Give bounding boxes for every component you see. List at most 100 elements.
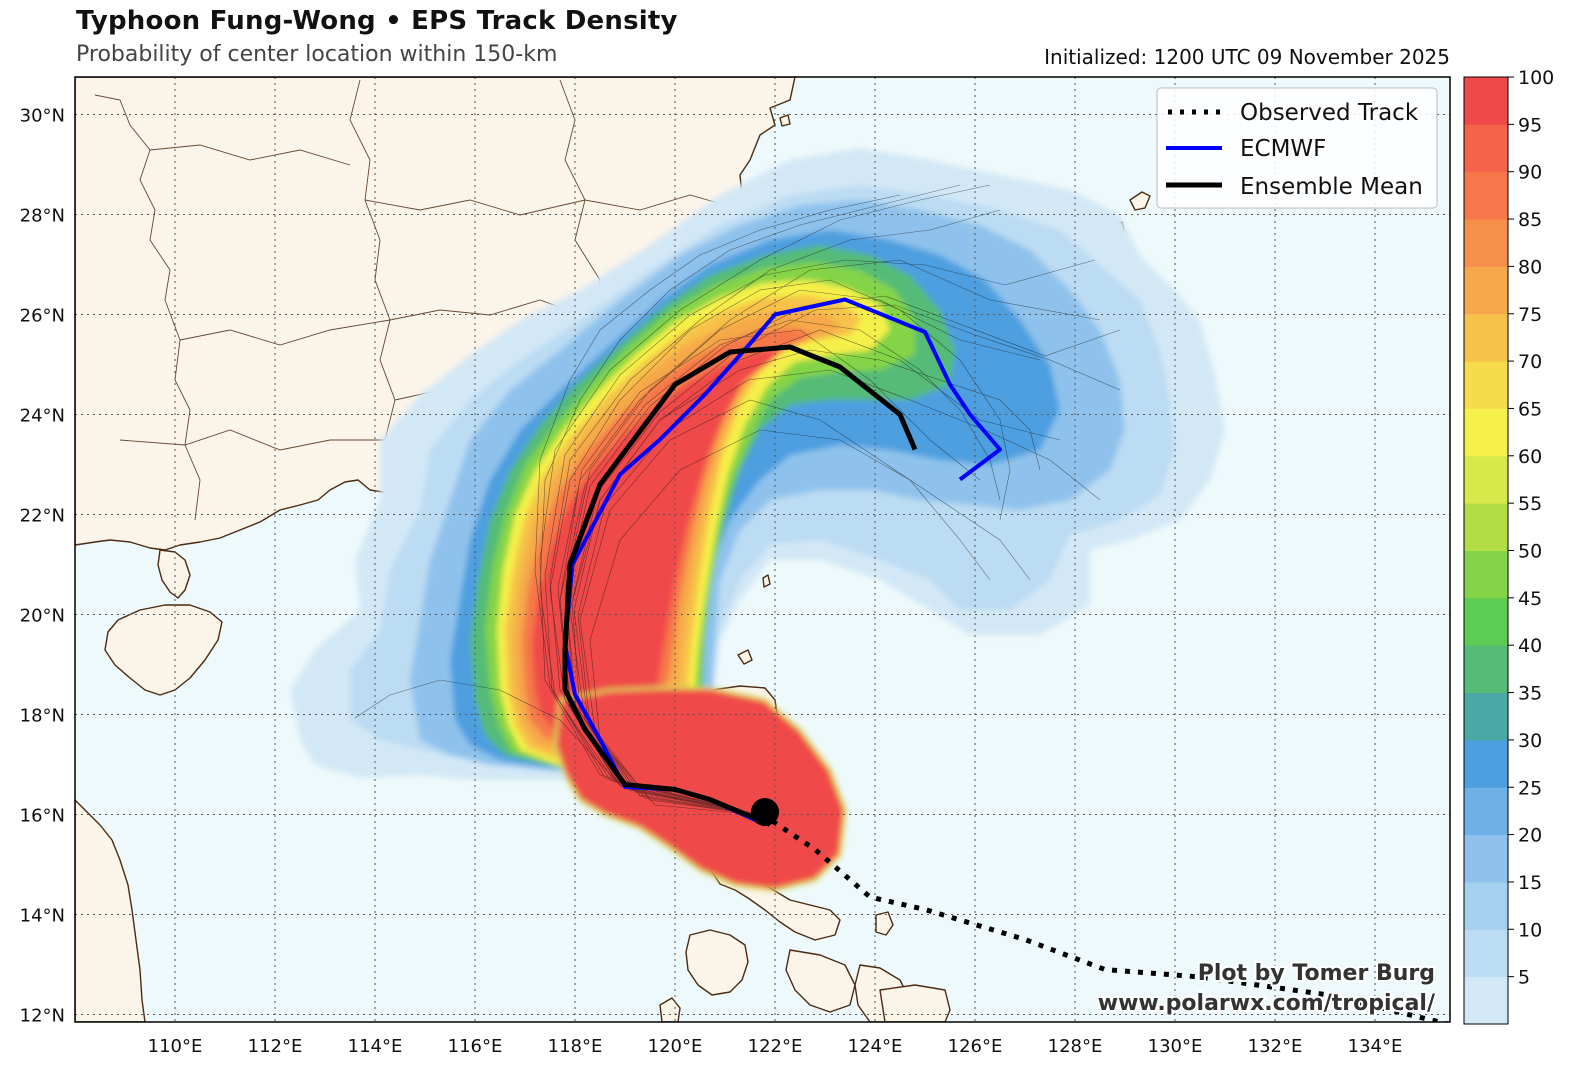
palawan-tip: [659, 997, 681, 1022]
colorbar-segment: [1464, 503, 1508, 551]
colorbar-tick-label: 50: [1518, 541, 1542, 563]
observed-track-line: [768, 817, 1450, 1022]
colorbar-tick-label: 40: [1518, 635, 1542, 657]
longitude-tick-label: 122°E: [748, 1036, 803, 1057]
colorbar-tick-label: 85: [1518, 209, 1542, 231]
longitude-tick-label: 128°E: [1048, 1036, 1103, 1057]
hainan-island: [104, 604, 223, 696]
latitude-tick-label: 28°N: [20, 206, 65, 227]
legend-box: [1156, 87, 1438, 209]
chart-title: Typhoon Fung-Wong • EPS Track Density: [76, 6, 678, 36]
colorbar-tick-label: 15: [1518, 872, 1542, 894]
credit-url: www.polarwx.com/tropical/: [1098, 991, 1436, 1016]
colorbar-tick-label: 30: [1518, 730, 1542, 752]
colorbar-segment: [1464, 408, 1508, 457]
longitude-labels: 110°E 112°E 114°E 116°E 118°E 120°E 122°E 124°E…: [148, 1036, 1403, 1057]
colorbar-segment: [1464, 550, 1508, 599]
longitude-tick-label: 110°E: [148, 1036, 203, 1057]
latitude-tick-label: 24°N: [20, 406, 65, 427]
colorbar-tick-label: 65: [1518, 398, 1542, 420]
longitude-tick-label: 116°E: [448, 1036, 503, 1057]
babuyan-island: [737, 649, 753, 665]
credit-text: Plot by Tomer Burg www.polarwx.com/tropi…: [1096, 959, 1438, 1018]
chart-subtitle: Probability of center location within 15…: [76, 42, 558, 67]
catanduanes-island: [875, 911, 894, 936]
latitude-tick-label: 26°N: [20, 306, 65, 327]
latitude-labels: 12°N 14°N 16°N 18°N 20°N 22°N 24°N 26°N 28°N 30°N: [20, 106, 65, 1027]
colorbar-tick-label: 45: [1518, 588, 1542, 610]
amami-island: [1129, 191, 1151, 211]
vietnam-coast: [75, 799, 146, 1022]
colorbar-tick-label: 10: [1518, 919, 1542, 941]
gridlines: [75, 77, 1450, 1022]
latitude-tick-label: 22°N: [20, 506, 65, 527]
colorbar: [1464, 77, 1508, 1025]
colorbar-segment: [1464, 834, 1508, 883]
longitude-tick-label: 134°E: [1348, 1036, 1403, 1057]
colorbar-tick-label: 20: [1518, 825, 1542, 847]
colorbar-labels: 5 10 15 20 25 30 35 40 45 50 55 60 65 70 75 80 85 90 95 100: [1508, 67, 1554, 989]
legend-mean-label: Ensemble Mean: [1240, 174, 1423, 200]
colorbar-segment: [1464, 739, 1508, 788]
density-band-100: [532, 350, 782, 738]
latitude-tick-label: 14°N: [20, 906, 65, 927]
map-frame: [74, 76, 1451, 1023]
colorbar-tick-label: 5: [1518, 967, 1530, 989]
credit-author: Plot by Tomer Burg: [1198, 961, 1435, 986]
ensemble-mean-track-line: [562, 344, 918, 827]
colorbar-tick-label: 70: [1518, 351, 1542, 373]
colorbar-segment: [1464, 171, 1508, 220]
colorbar-segment: [1464, 929, 1508, 978]
colorbar-tick-label: 75: [1518, 304, 1542, 326]
colorbar-tick-label: 95: [1518, 114, 1542, 136]
density-core-luzon: [553, 686, 847, 892]
longitude-tick-label: 112°E: [248, 1036, 303, 1057]
colorbar-segment: [1464, 455, 1508, 504]
colorbar-segment: [1464, 266, 1508, 315]
colorbar-tick-label: 60: [1518, 446, 1542, 468]
colorbar-segment: [1464, 692, 1508, 741]
latitude-tick-label: 20°N: [20, 606, 65, 627]
province-boundaries: [94, 79, 726, 521]
colorbar-tick-label: 100: [1518, 67, 1554, 89]
colorbar-tick-label: 80: [1518, 256, 1542, 278]
longitude-tick-label: 124°E: [848, 1036, 903, 1057]
longitude-tick-label: 130°E: [1148, 1036, 1203, 1057]
longitude-tick-label: 126°E: [948, 1036, 1003, 1057]
latitude-tick-label: 18°N: [20, 706, 65, 727]
colorbar-tick-label: 90: [1518, 162, 1542, 184]
latitude-tick-label: 30°N: [20, 106, 65, 127]
colorbar-segment: [1464, 645, 1508, 694]
batanes-island: [762, 574, 771, 588]
colorbar-tick-label: 35: [1518, 683, 1542, 705]
colorbar-segment: [1464, 124, 1508, 173]
longitude-tick-label: 114°E: [348, 1036, 403, 1057]
colorbar-segment: [1464, 881, 1508, 930]
zhoushan-islands: [779, 114, 791, 127]
colorbar-tick-label: 55: [1518, 493, 1542, 515]
longitude-tick-label: 120°E: [648, 1036, 703, 1057]
longitude-tick-label: 132°E: [1248, 1036, 1303, 1057]
colorbar-segment: [1464, 313, 1508, 362]
latitude-tick-label: 12°N: [20, 1006, 65, 1027]
visayas-island-a: [785, 949, 856, 1013]
colorbar-segment: [1464, 597, 1508, 646]
colorbar-segment: [1464, 787, 1508, 836]
mindoro-island: [685, 929, 749, 996]
samar-island: [879, 984, 951, 1022]
current-center-marker: [751, 798, 779, 826]
colorbar-segment: [1464, 976, 1508, 1025]
colorbar-segment: [1464, 361, 1508, 409]
density-contours: [290, 148, 1225, 892]
colorbar-segment: [1464, 77, 1508, 125]
colorbar-segment: [1464, 219, 1508, 267]
initialized-time: Initialized: 1200 UTC 09 November 2025: [1044, 45, 1450, 69]
legend: Observed Track ECMWF Ensemble Mean: [1156, 87, 1438, 209]
legend-observed-label: Observed Track: [1240, 100, 1419, 126]
legend-ecmwf-label: ECMWF: [1240, 136, 1326, 162]
latitude-tick-label: 16°N: [20, 806, 65, 827]
longitude-tick-label: 118°E: [548, 1036, 603, 1057]
leizhou-peninsula: [157, 549, 191, 599]
colorbar-tick-label: 25: [1518, 777, 1542, 799]
